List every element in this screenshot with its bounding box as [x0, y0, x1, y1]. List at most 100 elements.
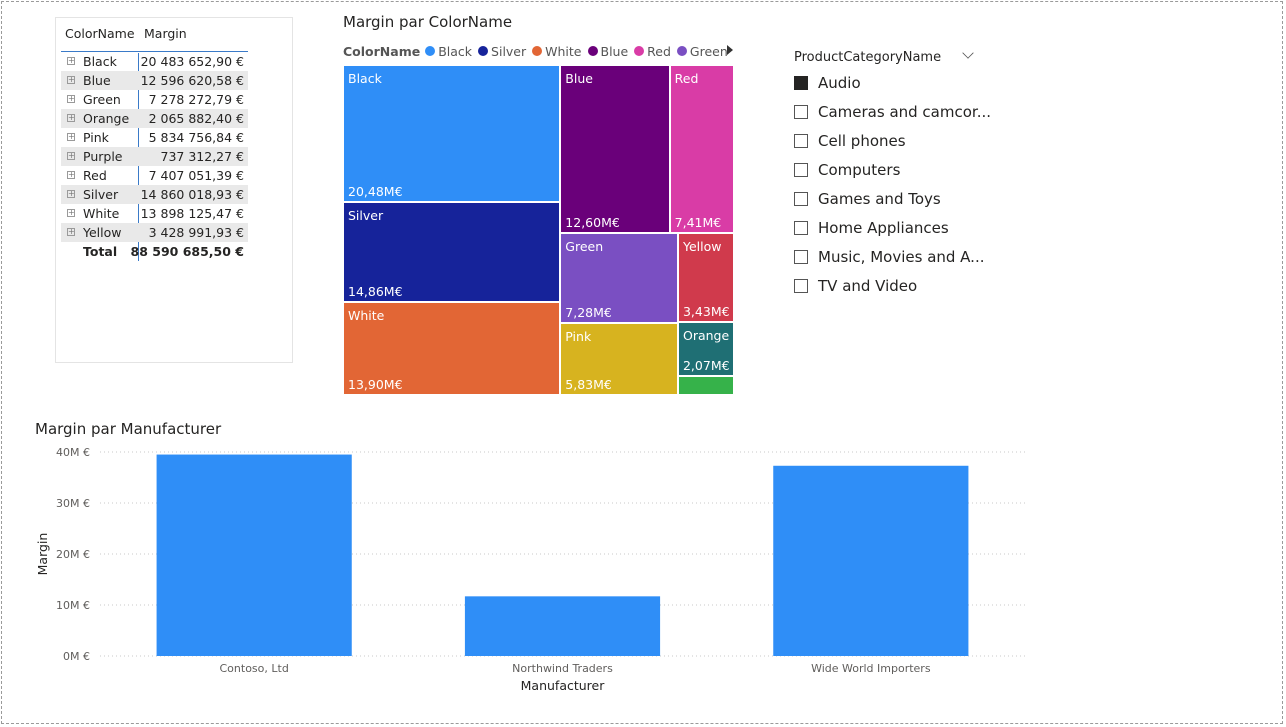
slicer-item[interactable]: Cameras and camcor... [794, 102, 991, 122]
table-row[interactable]: + Green 7 278 272,79 € [61, 90, 248, 109]
table-row[interactable]: + Orange 2 065 882,40 € [61, 109, 248, 128]
slicer-item[interactable]: Home Appliances [794, 218, 949, 238]
legend-label: Black [438, 43, 473, 59]
legend-item[interactable]: Silver [478, 44, 526, 59]
legend-label: Silver [491, 43, 527, 59]
legend-title: ColorName [343, 43, 421, 59]
slicer-item-label: Computers [818, 161, 901, 179]
legend-label: Blue [600, 43, 629, 59]
slicer-item[interactable]: Computers [794, 160, 900, 180]
row-colorname: White [83, 206, 120, 221]
treemap-tile-pink[interactable]: Pink 5,83M€ [560, 322, 678, 395]
slicer-item[interactable]: Games and Toys [794, 189, 941, 209]
slicer-checkbox[interactable] [794, 134, 808, 148]
row-colorname: Black [83, 54, 117, 69]
slicer-checkbox[interactable] [794, 76, 808, 90]
slicer-checkbox[interactable] [794, 105, 808, 119]
table-row[interactable]: + Pink 5 834 756,84 € [61, 128, 248, 147]
treemap-tile-red[interactable]: Red 7,41M€ [669, 65, 734, 233]
matrix-header-colorname[interactable]: ColorName [65, 26, 135, 41]
y-tick-label: 40M € [56, 446, 90, 459]
expand-plus-icon[interactable]: + [67, 56, 75, 65]
slicer-checkbox[interactable] [794, 163, 808, 177]
row-margin: 7 407 051,39 € [148, 168, 244, 183]
slicer-item[interactable]: Music, Movies and A... [794, 247, 984, 267]
expand-plus-icon[interactable]: + [67, 170, 75, 179]
row-margin: 3 428 991,93 € [148, 225, 244, 240]
slicer-item[interactable]: Audio [794, 73, 861, 93]
expand-plus-icon[interactable]: + [67, 189, 75, 198]
tile-value: 20,48M€ [348, 184, 403, 200]
row-margin: 20 483 652,90 € [140, 54, 244, 69]
legend-dot-icon [532, 46, 543, 56]
y-tick-label: 10M € [56, 599, 90, 612]
legend-next-arrow-icon[interactable] [727, 45, 733, 55]
row-colorname: Purple [83, 149, 123, 164]
slicer-checkbox[interactable] [794, 279, 808, 293]
tile-value: 3,43M€ [682, 303, 730, 319]
legend-label: Green [689, 43, 728, 59]
bar-wide-world-importers[interactable] [773, 465, 969, 656]
treemap-tile-blue[interactable]: Blue 12,60M€ [560, 65, 670, 233]
expand-plus-icon[interactable]: + [67, 75, 75, 84]
x-tick-label: Wide World Importers [811, 662, 931, 675]
legend-item[interactable]: Red [634, 44, 671, 59]
legend-label: White [545, 43, 582, 59]
slicer-item-label: TV and Video [818, 277, 918, 295]
tile-label: White [348, 307, 385, 323]
slicer-checkbox[interactable] [794, 221, 808, 235]
slicer-item-label: Music, Movies and A... [818, 248, 985, 266]
y-tick-label: 20M € [56, 548, 90, 561]
tile-value: 7,41M€ [674, 214, 722, 230]
table-row[interactable]: + Blue 12 596 620,58 € [61, 71, 248, 90]
table-row[interactable]: + Red 7 407 051,39 € [61, 166, 248, 185]
expand-plus-icon[interactable]: + [67, 151, 75, 160]
treemap-tile-purple[interactable] [677, 375, 734, 395]
slicer-checkbox[interactable] [794, 192, 808, 206]
tile-value: 12,60M€ [565, 214, 620, 230]
bar-northwind-traders[interactable] [464, 596, 661, 656]
table-row[interactable]: + Silver 14 860 018,93 € [61, 185, 248, 204]
row-colorname: Silver [83, 187, 119, 202]
tile-value: 5,83M€ [565, 376, 612, 392]
legend-item[interactable]: Green [676, 43, 728, 59]
tile-label: Green [565, 238, 604, 254]
table-row[interactable]: + Purple 737 312,27 € [61, 147, 248, 166]
slicer-item[interactable]: Cell phones [794, 131, 906, 151]
expand-plus-icon[interactable]: + [67, 113, 75, 122]
expand-plus-icon[interactable]: + [67, 94, 75, 103]
treemap-tile-silver[interactable]: Silver 14,86M€ [343, 202, 561, 302]
table-row[interactable]: + Black 20 483 652,90 € [61, 52, 248, 71]
treemap-tile-orange[interactable]: Orange 2,07M€ [677, 321, 734, 376]
legend-item[interactable]: Blue [587, 43, 629, 59]
treemap-tile-black[interactable]: Black 20,48M€ [343, 65, 561, 203]
tile-value: 7,28M€ [565, 304, 612, 320]
expand-plus-icon[interactable]: + [67, 227, 75, 236]
x-axis-title: Manufacturer [521, 678, 606, 693]
slicer-checkbox[interactable] [794, 250, 808, 264]
legend-item[interactable]: White [532, 43, 582, 59]
legend-item[interactable]: Black [425, 44, 472, 59]
expand-plus-icon[interactable]: + [67, 208, 75, 217]
slicer-item-label: Audio [818, 74, 861, 92]
legend-dot-icon [478, 46, 489, 56]
treemap-title: Margin par ColorName [343, 13, 513, 31]
table-row[interactable]: + White 13 898 125,47 € [61, 204, 248, 223]
legend-dot-icon [425, 46, 436, 56]
treemap-tile-green[interactable]: Green 7,28M€ [560, 232, 678, 323]
treemap-tile-yellow[interactable]: Yellow 3,43M€ [677, 232, 734, 322]
matrix-header-margin[interactable]: Margin [144, 26, 187, 41]
tile-label: Orange [682, 327, 730, 343]
row-margin: 737 312,27 € [160, 149, 245, 164]
row-colorname: Red [83, 168, 107, 183]
tile-label: Pink [565, 328, 592, 344]
color-margin-matrix[interactable]: ColorName Margin + Black 20 483 652,90 € + B… [55, 17, 293, 363]
y-axis-title: Margin [35, 533, 50, 576]
expand-plus-icon[interactable]: + [67, 132, 75, 141]
slicer-item[interactable]: TV and Video [794, 276, 917, 296]
table-row[interactable]: + Yellow 3 428 991,93 € [61, 223, 248, 242]
treemap-tile-white[interactable]: White 13,90M€ [343, 301, 561, 395]
x-tick-label: Northwind Traders [512, 662, 613, 675]
bar-contoso-ltd[interactable] [156, 454, 352, 656]
